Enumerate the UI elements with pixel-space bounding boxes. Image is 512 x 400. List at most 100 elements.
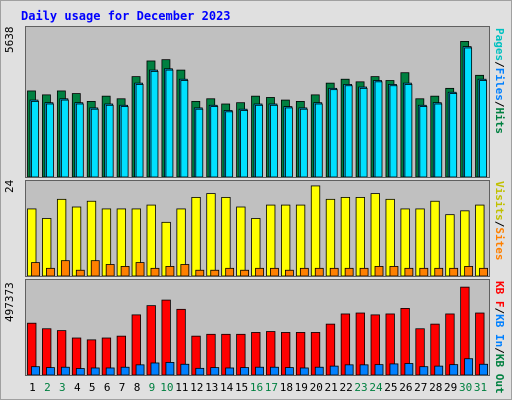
x-axis-labels: 1 2 3 4 5 6 7 8 9 10 11 12 13 14 15 16 17 18 19 20 21 22 23 24 2… [25, 381, 490, 395]
x-tick-label: 29 [444, 381, 458, 394]
sites-bar [449, 267, 459, 276]
pages-bar [31, 100, 39, 177]
sites-bar [120, 266, 130, 276]
pages-bar [150, 71, 159, 177]
kb-f-bar [430, 323, 440, 375]
legend-sep-1: / [493, 61, 506, 68]
kb-in-bar [284, 367, 294, 375]
sites-bar [479, 267, 488, 276]
sites-bar [464, 266, 474, 276]
sites-bar [135, 262, 145, 276]
bottom-legend-text: KB F/KB In/KB Out [493, 281, 506, 394]
x-tick-label: 9 [148, 381, 156, 394]
visits-bar [430, 200, 440, 276]
pages-bar [344, 85, 353, 177]
pages-bar [299, 108, 308, 177]
middle-panel-plot [25, 180, 490, 277]
pages-bar [374, 81, 383, 177]
pages-bar [284, 107, 293, 177]
kb-in-bar [255, 366, 264, 375]
sites-bar [46, 267, 55, 276]
legend-pages: Pages [493, 28, 506, 62]
visits-bar [325, 198, 336, 276]
sites-bar [240, 269, 250, 276]
visits-bar [355, 197, 365, 276]
pages-bar [359, 87, 368, 177]
sites-bar [60, 260, 70, 276]
pages-bar [314, 103, 323, 177]
sites-bar [31, 262, 40, 276]
pages-bar [434, 103, 443, 177]
pages-bar [329, 89, 338, 177]
kb-f-bar [116, 335, 127, 375]
sites-bar [150, 267, 160, 276]
pages-bar [105, 104, 114, 177]
visits-bar [266, 204, 276, 276]
sites-bar [255, 267, 264, 276]
kb-in-bar [180, 363, 190, 375]
sites-bar [180, 264, 190, 276]
x-tick-label: 14 [220, 381, 234, 394]
kb-in-bar [31, 366, 40, 375]
kb-f-bar [27, 322, 37, 375]
kb-f-bar [101, 337, 112, 375]
kb-f-bar [266, 331, 276, 375]
pages-bar [60, 99, 69, 177]
kb-f-bar [280, 332, 291, 375]
kb-f-bar [295, 332, 306, 375]
visits-bar [191, 197, 201, 276]
bottom-panel-svg [27, 286, 488, 375]
sites-bar [270, 267, 279, 276]
legend-sep-5: / [493, 347, 506, 354]
visits-bar [206, 193, 216, 276]
middle-legend-text: Visits/Sites [493, 181, 506, 261]
pages-bar [90, 108, 99, 177]
x-tick-label: 28 [429, 381, 443, 394]
sites-bar [434, 267, 444, 276]
visits-bar [116, 208, 127, 276]
pages-bar [255, 104, 263, 177]
kb-f-bar [221, 333, 231, 375]
pages-bar [165, 69, 174, 177]
sites-bar [105, 264, 115, 276]
kb-f-bar [161, 299, 171, 375]
x-tick-label: 5 [88, 381, 96, 394]
x-tick-label: 15 [234, 381, 249, 394]
sites-bar [419, 267, 429, 276]
kb-f-bar [385, 313, 395, 375]
x-tick-label: 19 [294, 381, 308, 394]
x-tick-label: 25 [384, 381, 398, 394]
visits-bar [161, 221, 171, 276]
x-tick-label: 12 [190, 381, 204, 394]
kb-f-bar [460, 286, 470, 375]
sites-bar [344, 267, 354, 276]
visits-bar [42, 218, 52, 276]
kb-in-bar [75, 368, 85, 375]
pages-bar [195, 108, 204, 177]
visits-bar [475, 204, 485, 276]
pages-bar [120, 106, 129, 177]
x-tick-label: 22 [339, 381, 353, 394]
kb-in-bar [329, 365, 339, 375]
legend-visits: Visits [493, 181, 506, 221]
pages-bar [479, 80, 487, 177]
x-tick-label: 17 [264, 381, 279, 394]
kb-in-bar [210, 367, 220, 375]
x-tick-label: 31 [473, 381, 488, 394]
kb-f-bar [131, 314, 141, 375]
visits-bar [280, 204, 291, 276]
visits-bar [445, 214, 455, 276]
sites-bar [75, 269, 85, 276]
bottom-y-max-text: 497373 [3, 282, 16, 322]
x-tick-label: 16 [249, 381, 264, 394]
kb-in-bar [419, 366, 429, 375]
kb-f-bar [42, 328, 52, 375]
kb-in-bar [195, 367, 205, 375]
sites-bar [299, 267, 309, 276]
visits-bar [146, 204, 156, 276]
sites-bar [359, 267, 369, 276]
kb-in-bar [359, 364, 369, 375]
sites-bar [195, 269, 205, 276]
kb-in-bar [105, 367, 115, 375]
